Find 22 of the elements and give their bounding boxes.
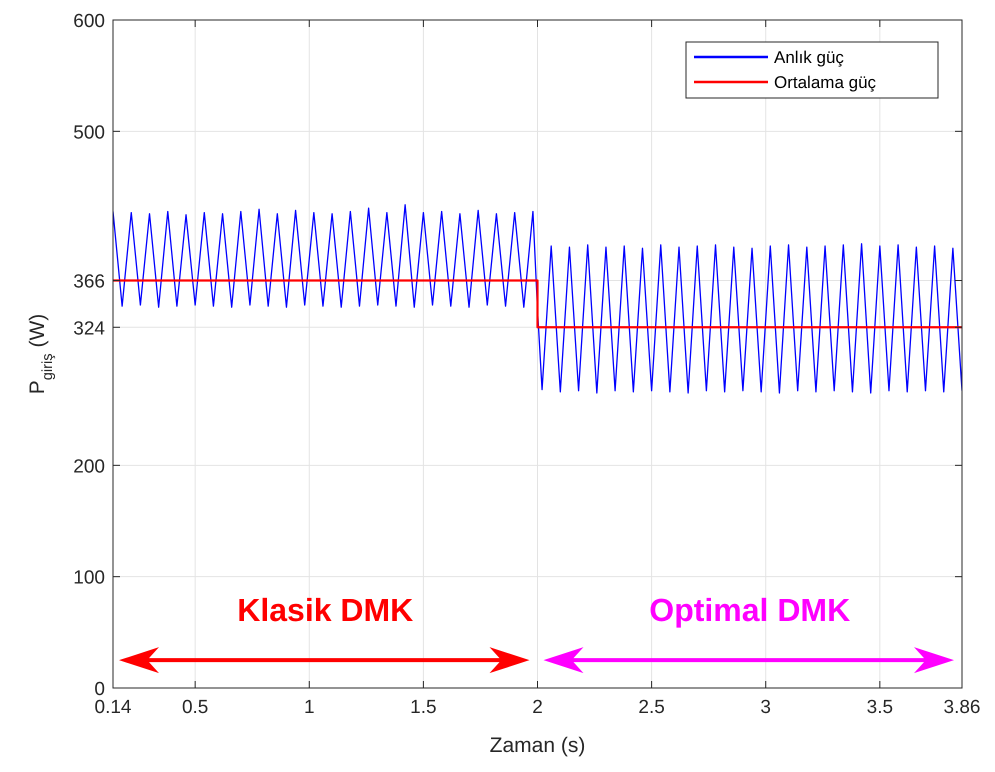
line-series xyxy=(113,204,962,394)
legend-label: Ortalama güç xyxy=(774,73,877,92)
y-tick-label: 0 xyxy=(94,679,105,700)
legend-label: Anlık güç xyxy=(774,48,844,67)
x-tick-label: 3.5 xyxy=(866,697,894,718)
y-tick-label: 100 xyxy=(73,568,105,589)
x-tick-label: 2.5 xyxy=(638,697,665,718)
x-tick-label: 1.5 xyxy=(410,697,437,718)
annotation: Optimal DMK xyxy=(649,592,850,628)
y-tick-label: 500 xyxy=(73,122,105,144)
annotation: Klasik DMK xyxy=(237,592,414,628)
x-tick-label: 3.86 xyxy=(944,697,980,718)
y-tick-label: 600 xyxy=(73,11,105,32)
x-tick-label: 0.14 xyxy=(94,697,132,718)
x-axis-title: Zaman (s) xyxy=(490,734,586,757)
y-tick-label: 200 xyxy=(73,456,105,478)
y-tick-label: 324 xyxy=(73,318,106,340)
x-tick-label: 2 xyxy=(532,697,543,718)
x-tick-label: 1 xyxy=(304,697,315,718)
x-tick-label: 3 xyxy=(760,697,772,718)
y-tick-label: 366 xyxy=(73,272,105,293)
x-tick-label: 0.5 xyxy=(182,697,208,718)
